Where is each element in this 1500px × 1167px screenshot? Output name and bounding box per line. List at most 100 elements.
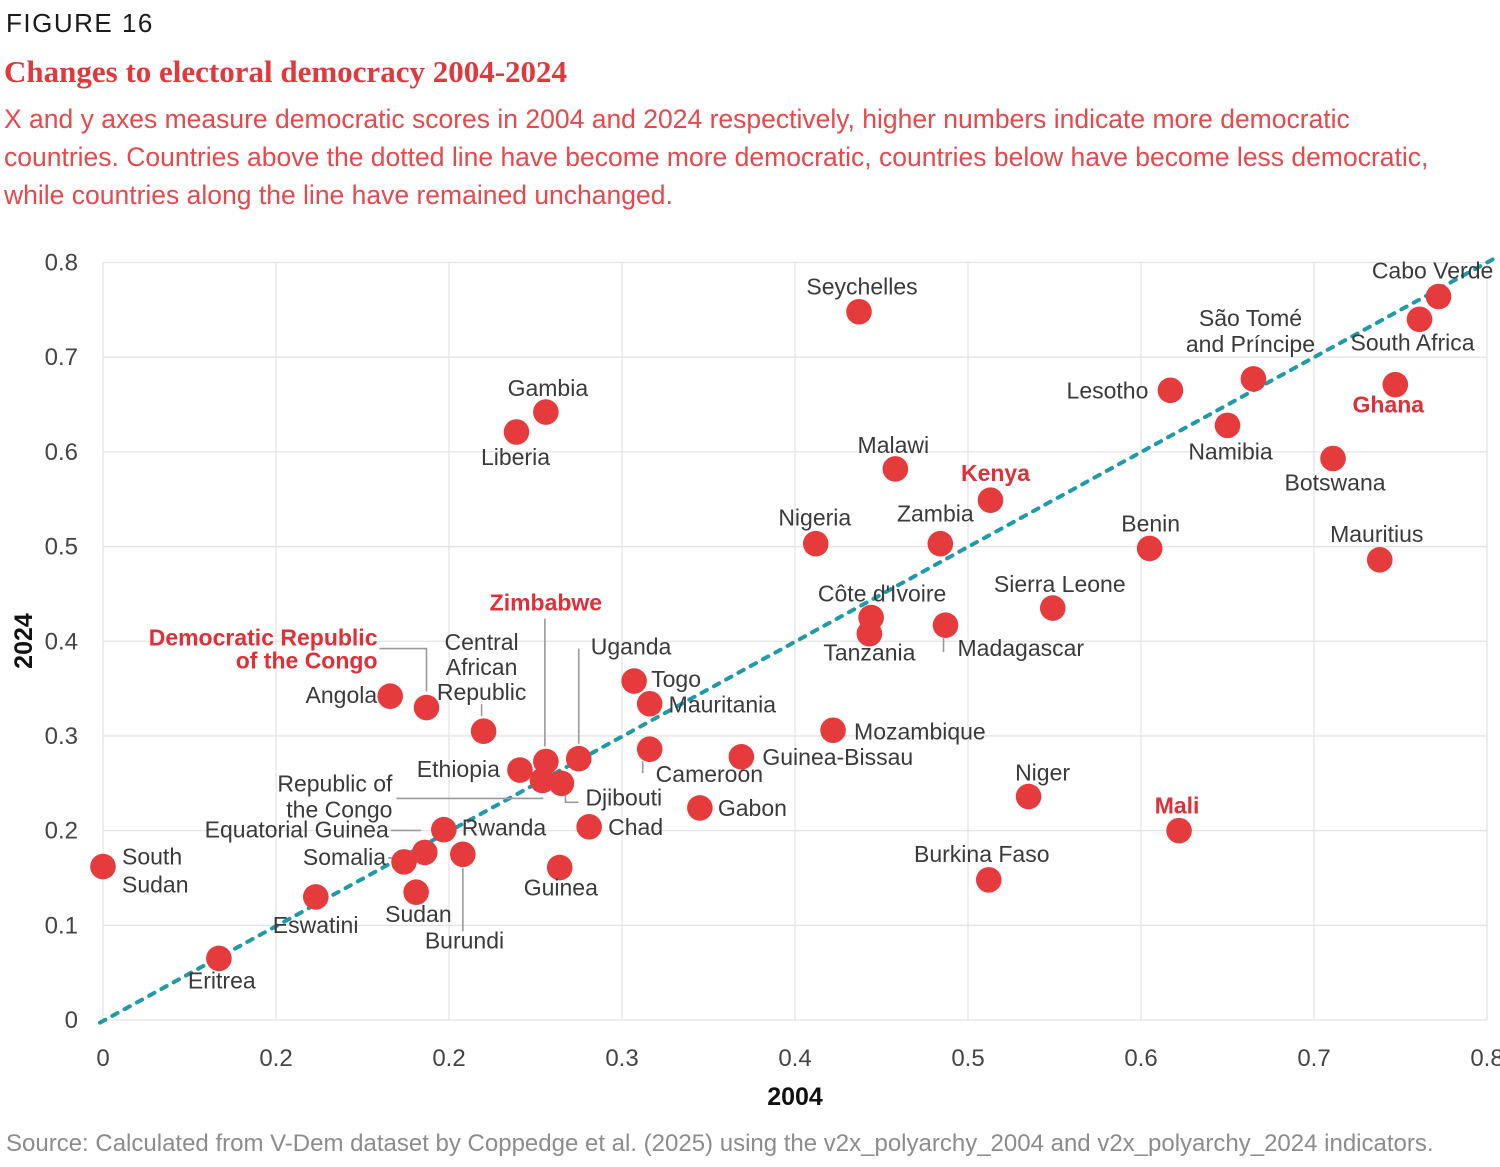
label-guinea: Guinea — [524, 875, 598, 901]
label-ethiopia: Ethiopia — [417, 756, 500, 782]
point-somalia — [391, 849, 417, 875]
point-botswana — [1320, 445, 1346, 472]
label-somalia: Somalia — [303, 844, 386, 870]
label-equatorial-guinea: Equatorial Guinea — [205, 816, 389, 842]
y-tick-label: 0.2 — [45, 818, 78, 845]
x-axis-title: 2004 — [767, 1083, 823, 1111]
point-gabon — [687, 795, 713, 821]
label-malawi: Malawi — [858, 432, 930, 458]
label-cabo-verde: Cabo Verde — [1372, 258, 1493, 284]
label-namibia: Namibia — [1188, 438, 1273, 464]
callout-djibouti — [564, 793, 579, 804]
label-madagascar: Madagascar — [958, 635, 1085, 661]
label-guinea-bissau: Guinea-Bissau — [762, 744, 913, 770]
label-sudan: Sudan — [385, 901, 452, 927]
point-guinea-bissau — [728, 743, 755, 770]
label-angola: Angola — [306, 682, 378, 708]
point-burundi — [450, 841, 476, 868]
label-sierra-leone: Sierra Leone — [994, 571, 1126, 597]
label-eritrea: Eritrea — [188, 967, 256, 993]
point-lesotho — [1157, 377, 1184, 404]
label-burundi: Burundi — [425, 927, 504, 953]
label-togo: Togo — [651, 666, 701, 692]
point-s-o-tom-and-pr-ncipe — [1240, 366, 1267, 392]
x-tick-label: 0.4 — [778, 1045, 811, 1072]
label-tanzania: Tanzania — [823, 640, 915, 666]
y-tick-label: 0.7 — [45, 344, 78, 371]
point-liberia — [503, 419, 530, 445]
x-tick-label: 0.3 — [605, 1045, 638, 1072]
point-mozambique — [820, 717, 846, 744]
point-gambia — [533, 399, 559, 425]
point-burkina-faso — [975, 867, 1002, 893]
label-mali: Mali — [1155, 793, 1200, 819]
label-zambia: Zambia — [897, 501, 974, 527]
label-liberia: Liberia — [481, 444, 550, 470]
point-sierra-leone — [1039, 595, 1066, 621]
x-tick-label: 0.6 — [1124, 1045, 1157, 1072]
point-democratic-republic-of-the-congo — [413, 694, 440, 721]
label-chad: Chad — [608, 814, 663, 840]
label-burkina-faso: Burkina Faso — [914, 841, 1050, 867]
point-south-sudan — [90, 853, 116, 880]
y-tick-label: 0.4 — [45, 628, 78, 655]
label-nigeria: Nigeria — [778, 505, 851, 531]
label-mozambique: Mozambique — [854, 718, 986, 744]
label-lesotho: Lesotho — [1067, 377, 1149, 403]
point-malawi — [882, 456, 909, 482]
point-zambia — [927, 530, 954, 557]
label-central-african-republic: Central African Republic — [437, 629, 527, 705]
label-niger: Niger — [1015, 760, 1070, 786]
point-mauritania — [636, 690, 663, 717]
point-republic-of-the-congo — [529, 767, 556, 794]
point-eswatini — [302, 884, 329, 910]
point-ethiopia — [507, 757, 533, 783]
label-benin: Benin — [1121, 510, 1180, 536]
label-uganda: Uganda — [591, 634, 672, 660]
label-ghana: Ghana — [1353, 392, 1425, 418]
label-c-te-d-ivoire: Côte d'Ivoire — [818, 581, 946, 607]
label-djibouti: Djibouti — [585, 784, 662, 810]
point-eritrea — [206, 945, 232, 972]
label-rwanda: Rwanda — [462, 815, 547, 841]
label-botswana: Botswana — [1285, 470, 1386, 496]
x-tick-label: 0 — [96, 1045, 109, 1072]
label-south-sudan: South Sudan — [122, 844, 189, 898]
point-nigeria — [802, 530, 829, 557]
point-south-africa — [1406, 306, 1433, 333]
chart-subtitle: X and y axes measure democratic scores i… — [4, 104, 1429, 210]
label-zimbabwe: Zimbabwe — [490, 590, 602, 616]
y-tick-label: 0.8 — [45, 250, 78, 277]
label-s-o-tom-and-pr-ncipe: São Tomé and Príncipe — [1186, 305, 1315, 357]
point-central-african-republic — [470, 718, 497, 745]
point-mauritius — [1366, 547, 1393, 573]
x-tick-label: 0.2 — [259, 1045, 292, 1072]
point-angola — [377, 683, 403, 709]
point-kenya — [977, 487, 1004, 513]
y-axis-title: 2024 — [10, 613, 38, 669]
label-seychelles: Seychelles — [806, 274, 917, 300]
point-seychelles — [846, 298, 872, 325]
x-tick-label: 0.5 — [951, 1045, 984, 1072]
point-rwanda — [431, 816, 457, 843]
point-equatorial-guinea — [411, 839, 438, 866]
callout-democratic-republic-of-the-congo — [379, 647, 428, 692]
point-djibouti — [548, 770, 575, 797]
point-sudan — [403, 879, 429, 905]
label-gambia: Gambia — [508, 375, 589, 401]
y-tick-label: 0.1 — [45, 912, 78, 939]
point-benin — [1136, 535, 1163, 562]
point-zimbabwe — [533, 748, 559, 775]
label-mauritania: Mauritania — [669, 692, 777, 718]
figure-label: FIGURE 16 — [6, 8, 154, 38]
y-tick-label: 0.5 — [45, 534, 78, 561]
label-south-africa: South Africa — [1351, 329, 1475, 355]
x-tick-label: 0.7 — [1297, 1045, 1330, 1072]
point-cameroon — [636, 736, 663, 762]
label-mauritius: Mauritius — [1330, 521, 1423, 547]
identity-line — [98, 256, 1496, 1025]
point-ghana — [1382, 371, 1409, 398]
y-tick-label: 0.3 — [45, 723, 78, 750]
point-madagascar — [932, 612, 959, 638]
